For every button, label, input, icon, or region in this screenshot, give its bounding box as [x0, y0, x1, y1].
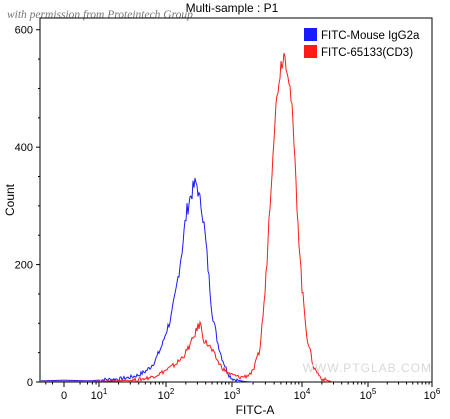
x-tick-label: 104: [294, 387, 311, 402]
y-tick-label: 200: [15, 260, 33, 272]
plot-frame: [39, 17, 433, 383]
y-tick-label: 400: [15, 142, 33, 154]
x-axis-label: FITC-A: [236, 403, 275, 417]
y-tick-label: 600: [15, 25, 33, 37]
x-tick-label: 101: [91, 387, 108, 402]
series-layer: [41, 52, 334, 383]
series-line: [41, 177, 254, 383]
x-tick-label: 103: [224, 387, 241, 402]
y-tick-label: 0: [27, 377, 33, 389]
legend-label: FITC-65133(CD3): [321, 47, 413, 59]
legend-label: FITC-Mouse IgG2a: [321, 30, 420, 42]
legend-swatch: [304, 45, 317, 58]
series-line: [41, 52, 334, 383]
x-axis: 0 101 102 103 104 105 106: [45, 382, 441, 402]
x-tick-label: 106: [424, 387, 441, 402]
legend: FITC-Mouse IgG2a FITC-65133(CD3): [304, 28, 420, 59]
y-axis-label: Count: [3, 183, 17, 216]
chart-title: Multi-sample : P1: [186, 1, 279, 15]
x-tick-label: 102: [158, 387, 175, 402]
x-tick-label: 105: [360, 387, 377, 402]
legend-swatch: [304, 28, 317, 41]
x-tick-label: 0: [61, 390, 67, 402]
brand-watermark: WWW.PTGLAB.COM: [303, 361, 432, 375]
y-axis: 0 200 400 600: [15, 25, 40, 389]
